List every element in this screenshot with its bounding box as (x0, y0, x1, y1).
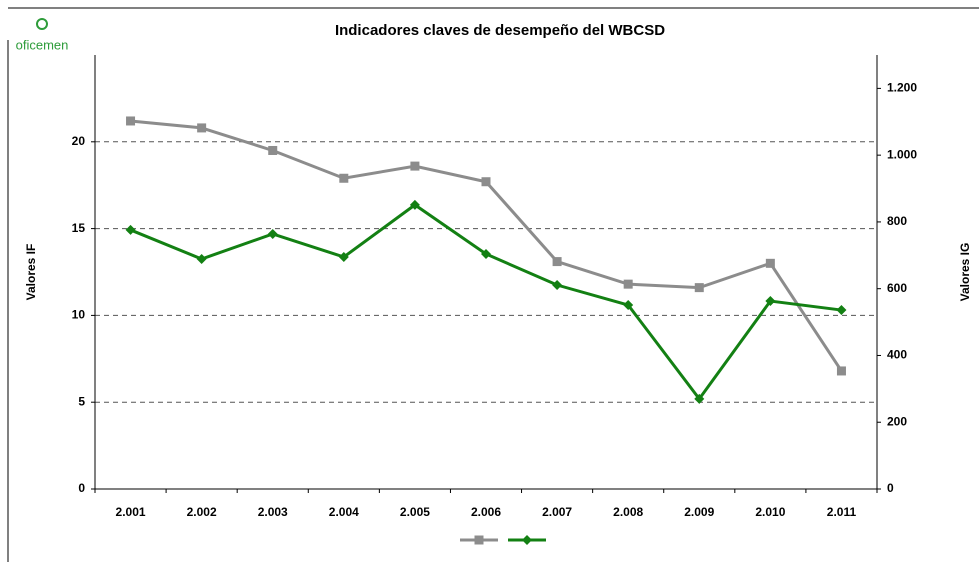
data-point (623, 300, 634, 311)
data-point (694, 283, 704, 293)
x-tick-label: 2.004 (329, 505, 359, 519)
data-point (694, 393, 705, 404)
data-point (339, 173, 349, 183)
y2-tick-label: 0 (887, 481, 894, 495)
x-tick-label: 2.011 (827, 505, 857, 519)
legend-marker (474, 535, 484, 545)
y2-tick-label: 1.000 (887, 147, 917, 161)
logo: oficemen (16, 37, 69, 52)
data-point (338, 251, 349, 262)
data-point (481, 248, 491, 259)
y-tick-label: 10 (72, 308, 86, 322)
y-tick-label: 15 (72, 221, 86, 235)
data-point (125, 224, 136, 235)
x-tick-label: 2.010 (755, 505, 785, 519)
y-tick-label: 5 (78, 394, 85, 408)
data-point (409, 199, 420, 210)
data-point (126, 116, 136, 126)
data-point (481, 177, 491, 187)
y-axis-title: Valores IF (24, 244, 38, 301)
data-point (765, 258, 775, 268)
data-point (268, 145, 278, 155)
y2-tick-label: 800 (887, 214, 907, 228)
chart-title: Indicadores claves de desempeño del WBCS… (335, 22, 665, 39)
series-line (129, 203, 842, 402)
x-tick-label: 2.006 (471, 505, 501, 519)
x-tick-label: 2.005 (400, 505, 430, 519)
data-point (836, 366, 846, 376)
x-tick-label: 2.009 (684, 505, 714, 519)
y2-tick-label: 400 (887, 348, 907, 362)
data-point (765, 296, 776, 307)
x-tick-label: 2.007 (542, 505, 572, 519)
y2-axis-title: Valores IG (958, 243, 972, 302)
y2-tick-label: 600 (887, 281, 907, 295)
data-point (410, 161, 420, 171)
data-point (623, 279, 633, 289)
logo-icon (36, 18, 48, 30)
legend-marker (522, 535, 532, 545)
data-point (197, 123, 207, 133)
data-point (836, 305, 847, 316)
y-tick-label: 0 (78, 481, 85, 495)
x-tick-label: 2.008 (613, 505, 643, 519)
y2-tick-label: 1.200 (887, 81, 917, 95)
x-tick-label: 2.001 (116, 505, 146, 519)
x-tick-label: 2.003 (258, 505, 288, 519)
x-tick-label: 2.002 (187, 505, 217, 519)
y2-tick-label: 200 (887, 414, 907, 428)
data-point (552, 280, 563, 291)
data-point (196, 253, 207, 264)
data-point (267, 228, 278, 239)
data-point (552, 257, 562, 267)
y-tick-label: 20 (72, 134, 86, 148)
